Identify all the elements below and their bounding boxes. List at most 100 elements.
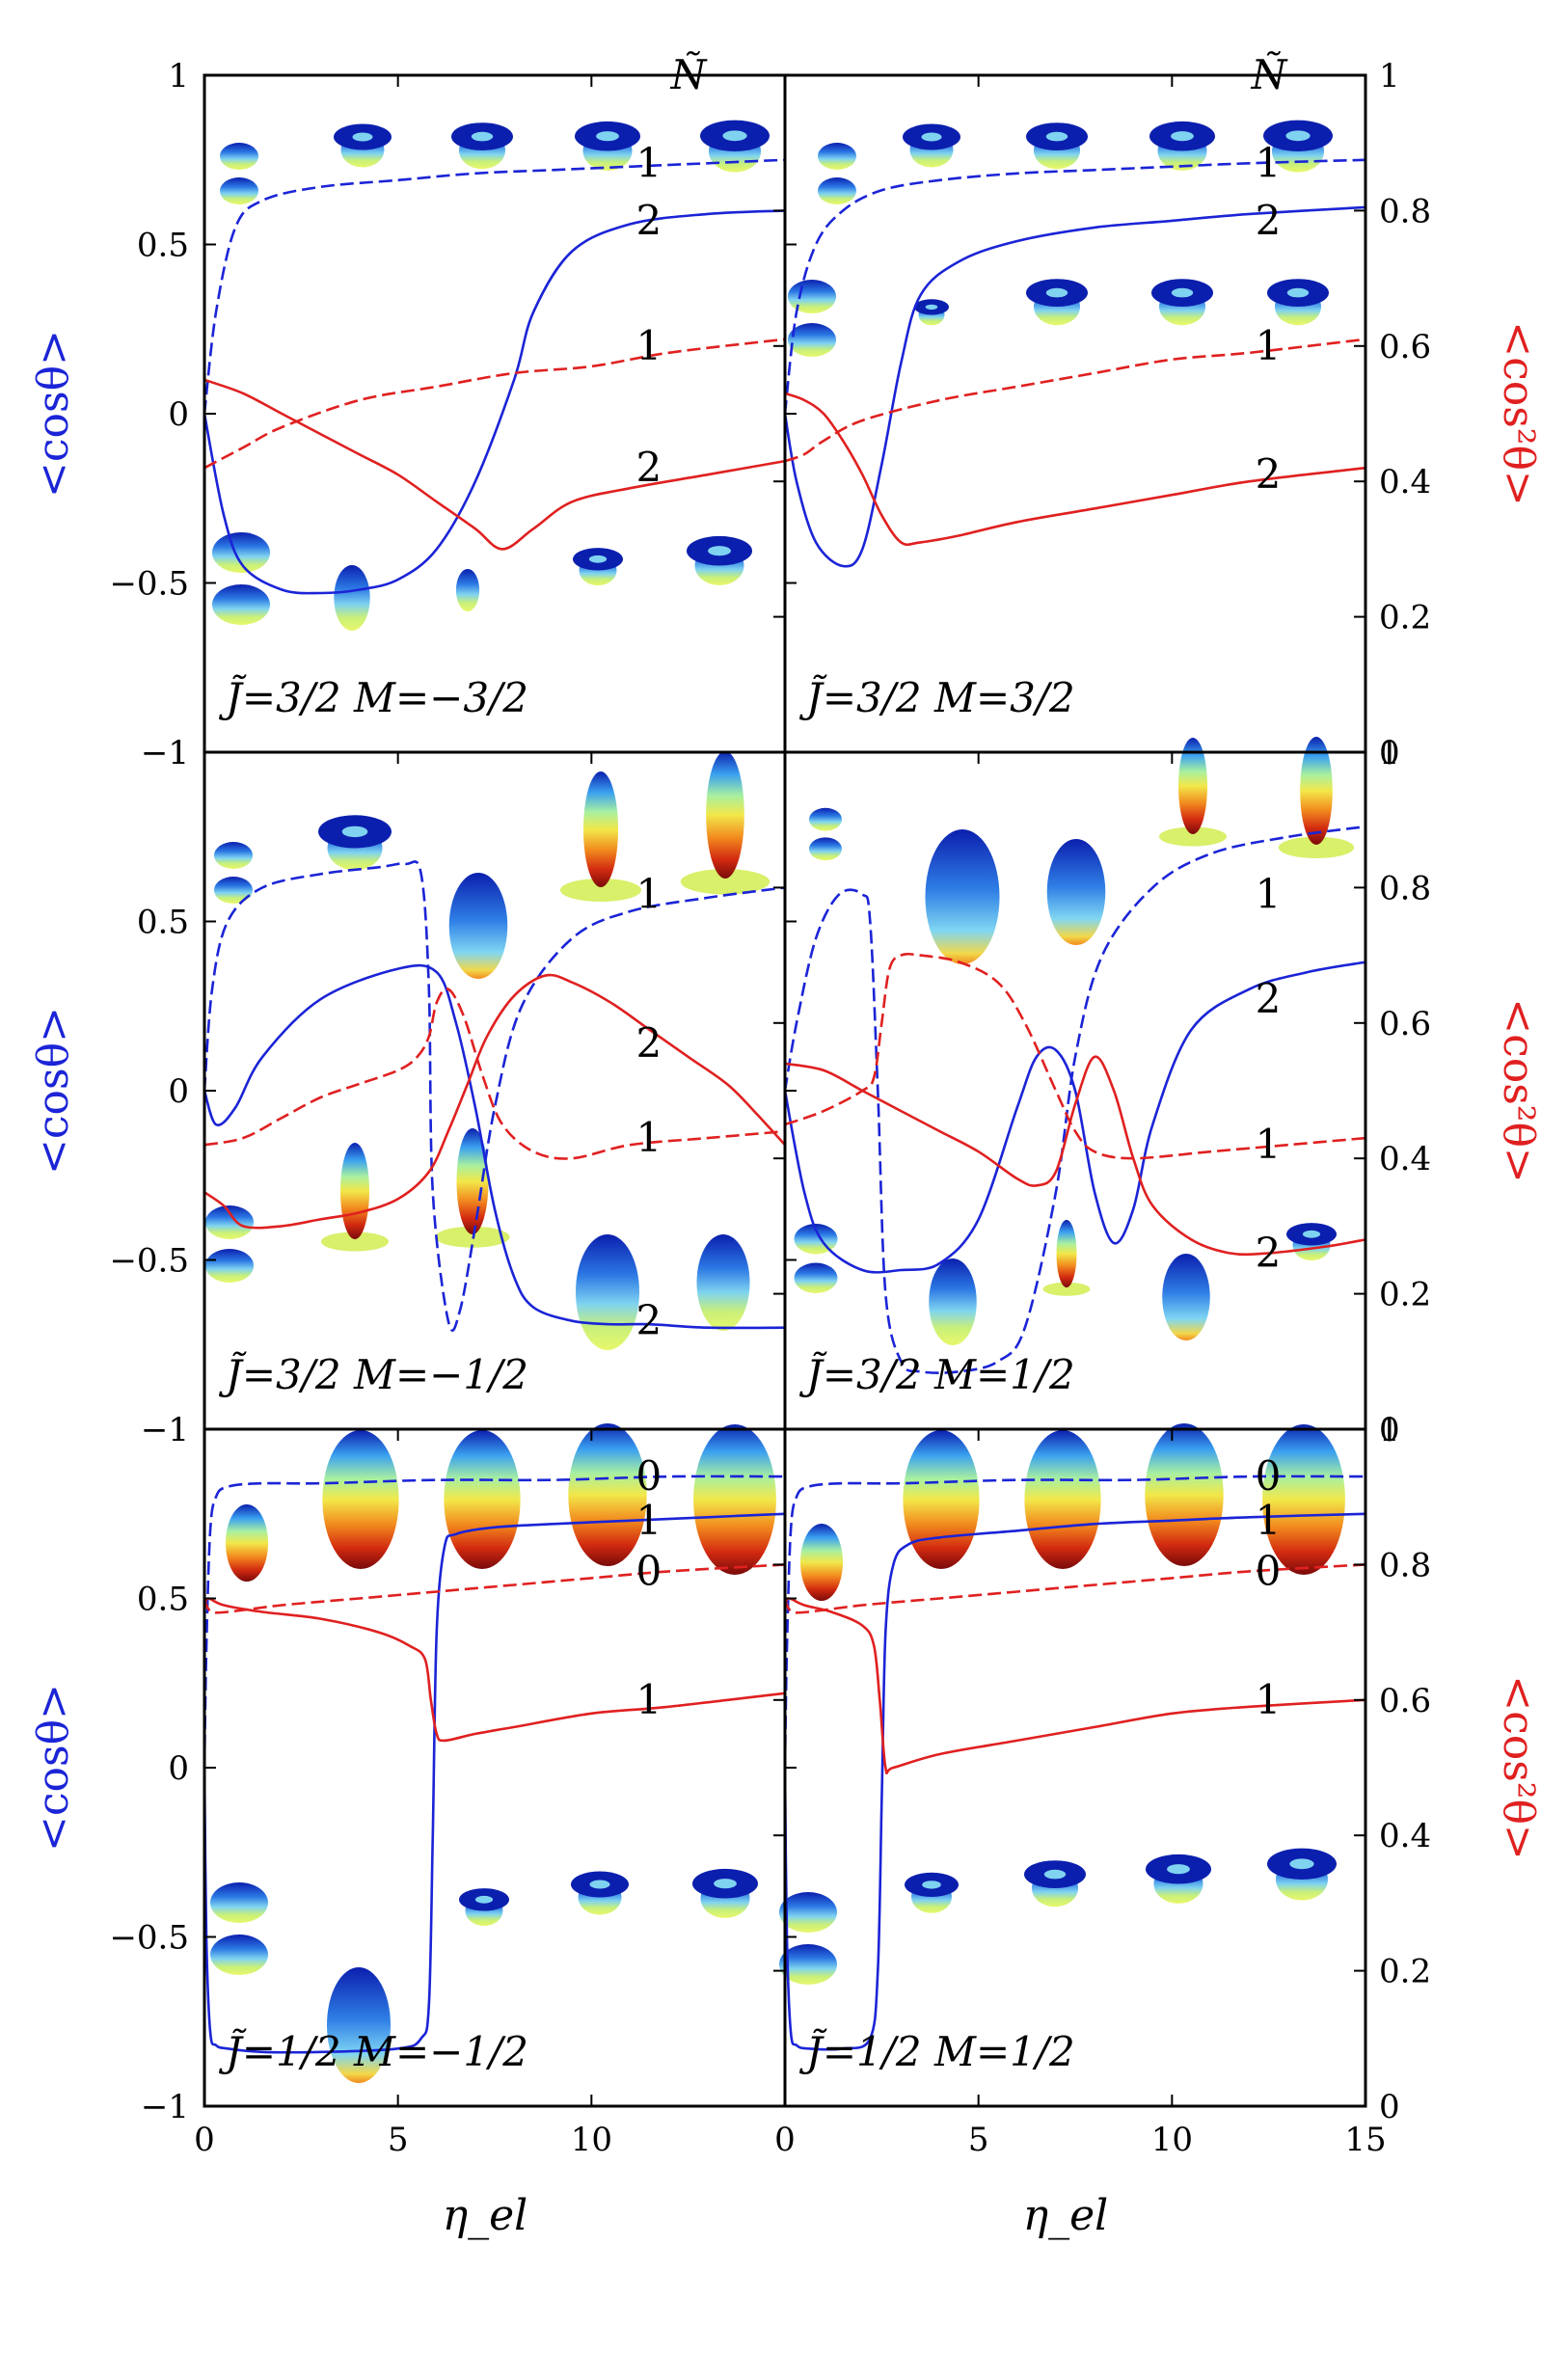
panel-4: 1 2 1 2 J̃=3/2 M=1/2 (783, 825, 1366, 1398)
y-tick-label-right: 0.6 (1379, 1005, 1431, 1043)
curve-label: 2 (636, 444, 662, 491)
orientation-glyph-lobe (1024, 1430, 1101, 1569)
series-cos-n1 (783, 825, 1366, 1374)
orientation-glyph-donut (1026, 279, 1088, 326)
y-tick-label-right: 0 (1379, 734, 1400, 772)
orientation-glyph-donut (1151, 279, 1213, 326)
y-tick-label-left: 0 (168, 1072, 189, 1111)
orientation-glyph-spindle (680, 751, 770, 895)
curve-label: 1 (1256, 1676, 1282, 1723)
y-axis-label-left: <cosθ> (29, 330, 78, 498)
x-tick-label: 0 (774, 2121, 796, 2159)
series-cos-n2 (783, 961, 1366, 1274)
y-axis-label-right: <cos²θ> (1494, 321, 1543, 506)
series-cos2-n1 (784, 338, 1366, 463)
series-cos2-n1 (203, 988, 786, 1160)
y-tick-label-left: 0.5 (137, 904, 189, 942)
orientation-glyph-lobe (444, 1430, 521, 1569)
orientation-glyph-hourglass (788, 280, 836, 357)
orientation-glyph-donut (1146, 1853, 1211, 1904)
y-tick-label-right: 0 (1379, 2088, 1400, 2126)
orientation-glyph-lobe (322, 1430, 399, 1569)
orientation-glyph-lobe (334, 565, 370, 631)
curve-label: 1 (636, 870, 662, 917)
orientation-glyph-hourglass (220, 143, 258, 204)
orientation-glyph-lobe (800, 1524, 843, 1601)
orientation-glyph-lobe (696, 1234, 750, 1331)
series-cos-n1 (783, 1512, 1366, 2051)
y-axis-label-right: <cos²θ> (1494, 1675, 1543, 1860)
y-tick-label-right: 0.6 (1379, 328, 1431, 366)
y-tick-label-right: 0.4 (1379, 1817, 1431, 1855)
y-tick-label-left: 0.5 (137, 227, 189, 265)
y-tick-label-left: −1 (141, 1411, 189, 1449)
y-tick-label-right: 0.2 (1379, 599, 1431, 637)
series-cos2-n0 (783, 1563, 1366, 1614)
orientation-glyph-donut (451, 122, 513, 170)
y-tick-label-right: 0.8 (1379, 869, 1431, 907)
series-cos2-n1 (783, 1597, 1366, 1775)
orientation-glyph-spindle (1042, 1220, 1091, 1296)
curve-label: 2 (636, 197, 662, 244)
series-cos2-n2 (784, 1055, 1366, 1257)
orientation-glyph-lobe (455, 569, 480, 611)
orientation-glyph-hourglass (818, 143, 856, 204)
orientation-glyph-lobe (929, 1258, 977, 1345)
y-tick-label-right: 1 (1379, 1411, 1400, 1449)
orientation-glyph-lobe (925, 829, 1000, 964)
panel-label: J̃=3/2 M=3/2 (798, 673, 1075, 721)
y-tick-label-left: 1 (168, 734, 189, 772)
axes: 10.50−0.5−110.80.60.40.2010.50−0.5−110.8… (29, 57, 1543, 2240)
y-tick-label-right: 0.8 (1379, 192, 1431, 230)
y-tick-label-left: 0.5 (137, 1581, 189, 1619)
series-cos2-n0 (203, 1563, 786, 1614)
series-cos2-n1 (203, 338, 786, 470)
panel-label: J̃=3/2 M=1/2 (798, 1350, 1075, 1398)
orientation-glyph-lobe (693, 1424, 776, 1575)
orientation-glyph-donut (571, 1871, 629, 1915)
panel-label: J̃=1/2 M=−1/2 (218, 2027, 528, 2075)
series-cos-n1 (203, 860, 786, 1332)
orientation-glyph-donut (1024, 1860, 1086, 1908)
curve-label: 2 (1256, 975, 1282, 1022)
y-axis-label-left: <cosθ> (29, 1007, 78, 1175)
orientation-glyph-lobe (568, 1423, 647, 1566)
orientation-glyph-donut (700, 120, 770, 173)
x-tick-label: 5 (968, 2121, 989, 2159)
y-tick-label-left: −0.5 (109, 1242, 189, 1281)
series-cos-n2 (783, 205, 1366, 568)
y-tick-label-right: 0.4 (1379, 463, 1431, 501)
curve-label: 2 (1256, 1229, 1282, 1276)
orientation-glyph-donut (575, 121, 640, 171)
x-tick-label: 10 (571, 2121, 612, 2159)
orientation-glyph-donut (318, 815, 392, 871)
curve-label: 1 (1256, 1121, 1282, 1168)
curve-label: 2 (636, 1297, 662, 1344)
y-axis-label-left: <cosθ> (29, 1684, 78, 1852)
curve-label: 1 (636, 1114, 662, 1161)
series-cos-n0 (203, 1475, 786, 1769)
series-cos-n2 (203, 209, 786, 595)
orientation-glyph-donut (687, 535, 752, 585)
curve-label: 1 (636, 1497, 662, 1544)
molecular-orientation-glyphs (205, 120, 1355, 2083)
orientation-glyph-donut (459, 1888, 509, 1927)
curve-label: 1 (636, 1676, 662, 1723)
orientation-glyph-hourglass (205, 1205, 254, 1283)
x-axis-label: η_el (443, 2191, 527, 2240)
curve-label: 0 (636, 1452, 662, 1500)
orientation-glyph-donut (1267, 279, 1329, 326)
x-axis-label: η_el (1023, 2191, 1108, 2240)
y-tick-label-left: 1 (168, 57, 189, 95)
y-tick-label-right: 0.2 (1379, 1276, 1431, 1314)
y-tick-label-left: −0.5 (109, 1919, 189, 1958)
orientation-glyph-hourglass (212, 532, 270, 625)
orientation-glyph-lobe (1162, 1254, 1210, 1340)
orientation-glyph-lobe (1145, 1423, 1224, 1566)
curve-label: 0 (636, 1547, 662, 1594)
series-cos2-n2 (203, 973, 786, 1230)
